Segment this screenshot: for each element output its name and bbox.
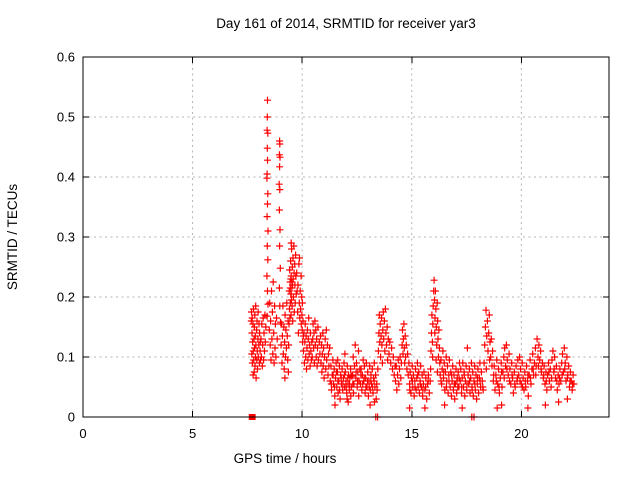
y-tick-label: 0.4 <box>57 170 75 185</box>
y-tick-label: 0.3 <box>57 230 75 245</box>
x-tick-label: 20 <box>514 426 528 441</box>
y-tick-label: 0.6 <box>57 50 75 65</box>
y-tick-label: 0.5 <box>57 110 75 125</box>
x-tick-label: 5 <box>189 426 196 441</box>
y-tick-label: 0.1 <box>57 350 75 365</box>
x-tick-label: 15 <box>405 426 419 441</box>
y-tick-label: 0 <box>68 410 75 425</box>
x-tick-label: 0 <box>79 426 86 441</box>
x-tick-label: 10 <box>295 426 309 441</box>
y-tick-label: 0.2 <box>57 290 75 305</box>
axes-and-ticks: 0 5 10 15 20 0 0.1 0.2 0.3 0.4 0.5 0.6 <box>57 50 610 441</box>
y-axis-label: SRMTID / TECUs <box>5 184 20 291</box>
x-axis-label: GPS time / hours <box>234 451 337 466</box>
data-points <box>247 96 578 421</box>
chart-title: Day 161 of 2014, SRMTID for receiver yar… <box>216 16 476 31</box>
